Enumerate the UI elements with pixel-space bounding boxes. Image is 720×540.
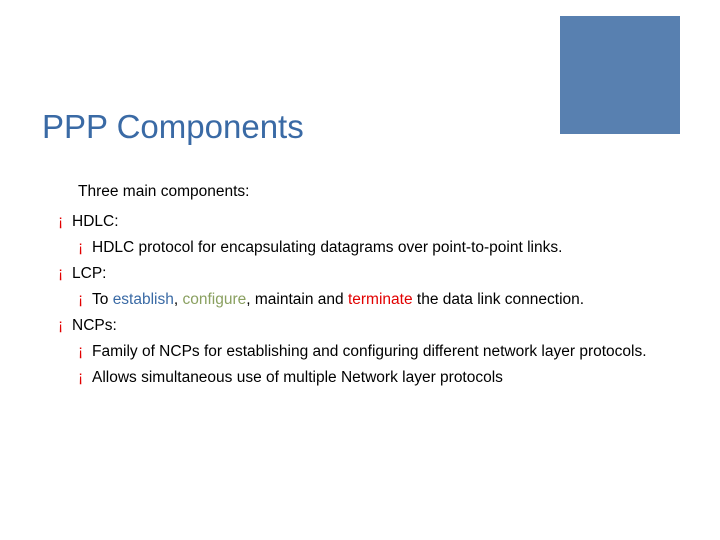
bullet-icon: ¡ [58, 262, 72, 286]
bullet-icon: ¡ [78, 288, 92, 312]
lcp-maintain: maintain [255, 291, 314, 308]
slide-title: PPP Components [42, 108, 304, 146]
bullet-icon: ¡ [78, 236, 92, 260]
bullet-lcp-desc: ¡ To establish, configure, maintain and … [78, 288, 680, 312]
intro-text: Three main components: [78, 180, 680, 204]
lcp-label: LCP: [72, 262, 680, 286]
slide: PPP Components Three main components: ¡ … [0, 0, 720, 540]
bullet-ncps: ¡ NCPs: [58, 314, 680, 338]
ncps-desc2: Allows simultaneous use of multiple Netw… [92, 366, 680, 390]
slide-body: Three main components: ¡ HDLC: ¡ HDLC pr… [44, 180, 680, 392]
bullet-icon: ¡ [78, 366, 92, 390]
bullet-hdlc: ¡ HDLC: [58, 210, 680, 234]
lcp-sep2: , [246, 291, 255, 308]
ncps-label: NCPs: [72, 314, 680, 338]
corner-accent-box [560, 16, 680, 134]
lcp-and: and [313, 291, 347, 308]
lcp-terminate: terminate [348, 291, 413, 308]
bullet-icon: ¡ [58, 210, 72, 234]
lcp-establish: establish [113, 291, 174, 308]
bullet-hdlc-desc: ¡ HDLC protocol for encapsulating datagr… [78, 236, 680, 260]
lcp-to: To [92, 291, 113, 308]
bullet-ncps-desc1: ¡ Family of NCPs for establishing and co… [78, 340, 680, 364]
hdlc-label: HDLC: [72, 210, 680, 234]
lcp-configure: configure [183, 291, 247, 308]
lcp-sep1: , [174, 291, 183, 308]
bullet-lcp: ¡ LCP: [58, 262, 680, 286]
bullet-icon: ¡ [78, 340, 92, 364]
lcp-desc: To establish, configure, maintain and te… [92, 288, 680, 312]
bullet-ncps-desc2: ¡ Allows simultaneous use of multiple Ne… [78, 366, 680, 390]
hdlc-desc: HDLC protocol for encapsulating datagram… [92, 236, 680, 260]
lcp-tail: the data link connection. [413, 291, 584, 308]
bullet-icon: ¡ [58, 314, 72, 338]
ncps-desc1: Family of NCPs for establishing and conf… [92, 340, 680, 364]
